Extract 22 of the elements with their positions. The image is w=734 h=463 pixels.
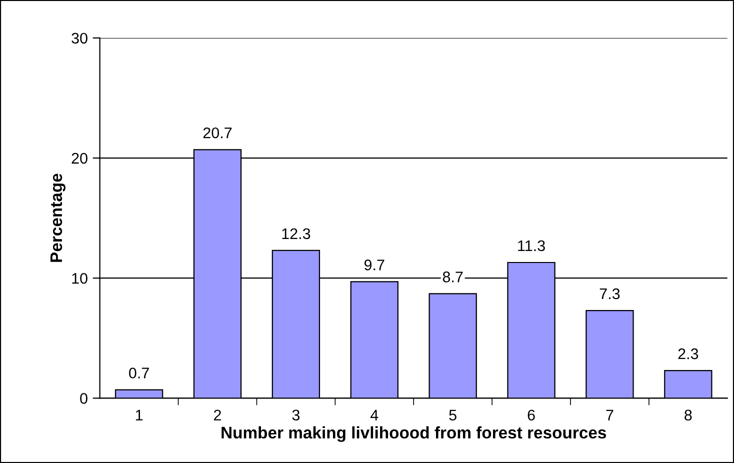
x-tick-label: 7 <box>606 410 614 420</box>
data-label: 8.7 <box>442 272 463 282</box>
y-tick-label: 30 <box>72 32 88 44</box>
x-tick-label: 2 <box>214 410 221 420</box>
data-label: 0.7 <box>129 368 149 378</box>
data-label: 11.3 <box>518 240 545 252</box>
y-axis-title: Percentage <box>50 174 66 262</box>
data-label: 12.3 <box>282 228 310 240</box>
x-tick-label: 8 <box>684 410 692 421</box>
data-label: 7.3 <box>600 288 620 300</box>
data-label: 20.7 <box>203 127 232 138</box>
x-tick-label: 4 <box>370 410 378 420</box>
data-label: 2.3 <box>678 348 698 360</box>
x-tick-label: 3 <box>292 410 300 421</box>
y-tick-label: 0 <box>80 393 88 404</box>
x-tick-label: 5 <box>449 410 456 421</box>
y-tick-label: 10 <box>72 272 88 284</box>
y-tick-label: 20 <box>72 152 88 164</box>
data-label: 9.7 <box>364 260 384 270</box>
x-axis-title: Number making livlihoood from forest resources <box>222 426 606 442</box>
x-tick-label: 6 <box>528 410 535 421</box>
x-tick-label: 1 <box>136 410 143 420</box>
